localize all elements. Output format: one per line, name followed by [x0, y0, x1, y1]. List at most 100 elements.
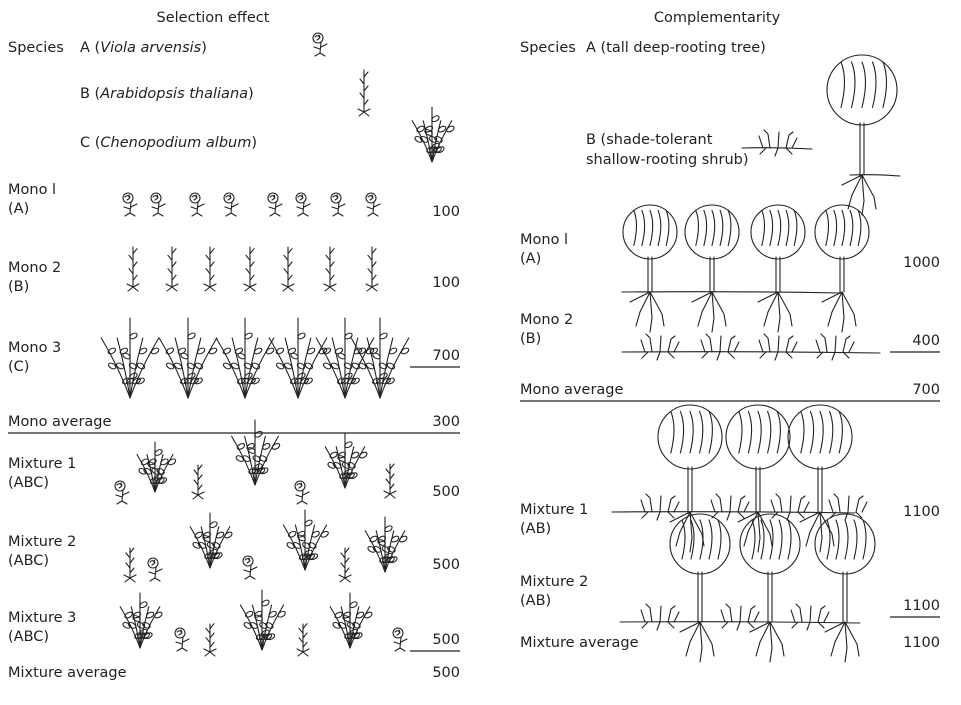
sketch: [100, 337, 131, 399]
leaf: [254, 614, 263, 622]
flower: [330, 192, 342, 204]
leaf: [259, 455, 268, 463]
sketch: [315, 337, 346, 399]
sketch: [191, 194, 198, 201]
leaf: [288, 530, 297, 538]
leaf: [156, 467, 165, 475]
sketch: [231, 337, 246, 399]
species-name: B (shade-tolerant: [586, 132, 713, 148]
leaf: [132, 615, 141, 622]
row-label: Mono l: [8, 182, 56, 198]
leaf: [309, 553, 319, 561]
leaf: [145, 611, 155, 619]
leaf: [194, 377, 203, 385]
leaf: [390, 535, 400, 543]
sketch: [165, 246, 179, 292]
row-label: Mixture 1: [520, 502, 588, 518]
row-label: (ABC): [8, 553, 49, 569]
leaf: [187, 372, 196, 380]
leaf: [372, 545, 382, 553]
leaf: [141, 632, 150, 640]
species-letter: B (: [80, 86, 100, 102]
tree-crown: [725, 404, 791, 470]
leaf: [254, 430, 263, 438]
leaf: [433, 146, 442, 154]
sketch: [281, 246, 295, 292]
leaf: [150, 347, 160, 355]
row-value: 700: [432, 348, 460, 364]
sketch: [284, 337, 299, 399]
flower: [267, 192, 279, 204]
sketch: [770, 493, 810, 521]
sketch: [304, 524, 328, 571]
leaf: [251, 377, 260, 385]
sketch: [244, 337, 259, 399]
leaf: [154, 449, 163, 456]
sketch: [824, 519, 867, 663]
sketch: [297, 337, 312, 399]
sketch: [629, 209, 670, 333]
leaf: [337, 352, 346, 360]
flower: [223, 192, 235, 204]
sketch: [691, 209, 732, 333]
leaf: [332, 461, 342, 469]
sketch: [331, 201, 346, 217]
sketch: [244, 435, 256, 486]
leaf: [236, 443, 246, 450]
sketch: [187, 337, 202, 399]
leaf: [222, 347, 232, 355]
sketch: [669, 410, 713, 553]
sketch: [243, 246, 257, 292]
leaf: [357, 362, 367, 370]
leaf: [400, 347, 410, 355]
leaf: [372, 352, 381, 360]
sketch: [332, 194, 339, 201]
leaf: [115, 362, 125, 370]
sketch: [821, 209, 862, 333]
tree-crown: [657, 404, 723, 470]
row-value: 100: [432, 204, 460, 220]
leaf: [139, 601, 148, 609]
leaf: [292, 542, 301, 549]
sketch: [297, 337, 328, 399]
flower: [242, 555, 254, 567]
leaf: [224, 531, 233, 539]
sketch: [225, 194, 232, 201]
species-close: ): [248, 86, 254, 102]
sketch: [115, 489, 130, 505]
row-value: 500: [432, 557, 460, 573]
sketch: [148, 566, 163, 582]
leaf: [434, 135, 443, 143]
sketch: [295, 489, 310, 505]
sketch: [379, 337, 394, 399]
sketch: [679, 519, 722, 663]
leaf: [243, 362, 253, 370]
species-letter: A (: [80, 40, 100, 56]
leaf: [165, 362, 175, 370]
row-value: 1100: [903, 598, 940, 614]
flower: [150, 192, 162, 204]
leaf: [136, 362, 146, 370]
sketch: [757, 209, 798, 333]
leaf: [211, 552, 220, 560]
leaf: [248, 467, 257, 475]
sketch: [187, 337, 218, 399]
leaf: [349, 472, 358, 480]
leaf: [334, 611, 343, 619]
leaf: [107, 347, 117, 355]
leaf: [244, 372, 253, 380]
sketch: [338, 547, 352, 583]
leaf: [346, 472, 355, 480]
sketch: [158, 337, 189, 399]
leaf: [160, 458, 169, 466]
species-latin: Chenopodium album: [100, 135, 251, 151]
leaf: [209, 521, 218, 529]
species-name: C (Chenopodium album): [80, 135, 257, 151]
sketch: [350, 337, 381, 399]
sketch: [152, 194, 159, 201]
leaf: [143, 467, 152, 475]
leaf: [419, 135, 429, 143]
sketch: [758, 333, 798, 361]
sketch: [297, 194, 304, 201]
